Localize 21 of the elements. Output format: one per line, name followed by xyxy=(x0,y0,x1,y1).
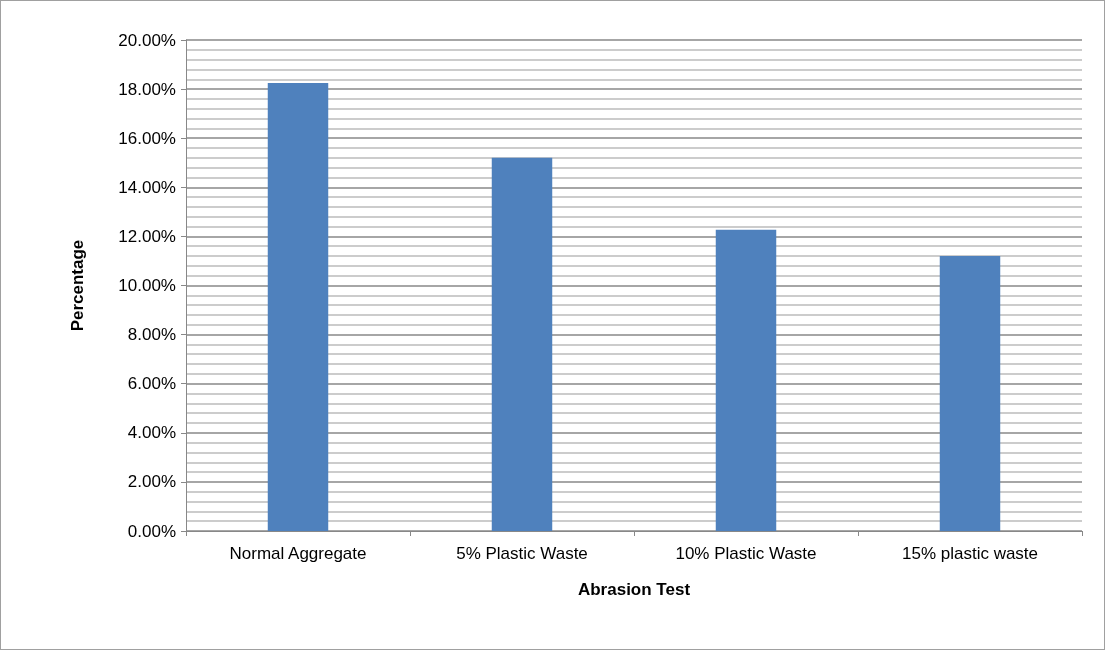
y-tick-label: 0.00% xyxy=(127,521,176,541)
x-tick-label: 15% plastic waste xyxy=(901,544,1039,563)
bar xyxy=(939,256,1001,531)
y-tick-label: 14.00% xyxy=(118,177,176,197)
y-tick-label: 2.00% xyxy=(127,472,176,492)
x-tick-label: 10% Plastic Waste xyxy=(675,544,817,563)
y-tick-label: 16.00% xyxy=(118,128,176,148)
y-axis-title: Percentage xyxy=(68,239,87,332)
x-axis-title: Abrasion Test xyxy=(577,580,691,599)
x-tick-label: Normal Aggregate xyxy=(229,544,367,563)
y-tick-label: 12.00% xyxy=(118,226,176,246)
y-tick-label: 6.00% xyxy=(127,374,176,394)
x-tick-label: 5% Plastic Waste xyxy=(456,544,588,563)
y-tick-label: 20.00% xyxy=(118,30,176,50)
bar xyxy=(715,229,777,531)
y-tick-label: 8.00% xyxy=(127,325,176,345)
y-tick-label: 4.00% xyxy=(127,423,176,443)
y-tick-label: 10.00% xyxy=(118,276,176,295)
y-tick-label: 18.00% xyxy=(118,79,176,99)
bar xyxy=(267,82,329,531)
bar xyxy=(491,157,553,531)
